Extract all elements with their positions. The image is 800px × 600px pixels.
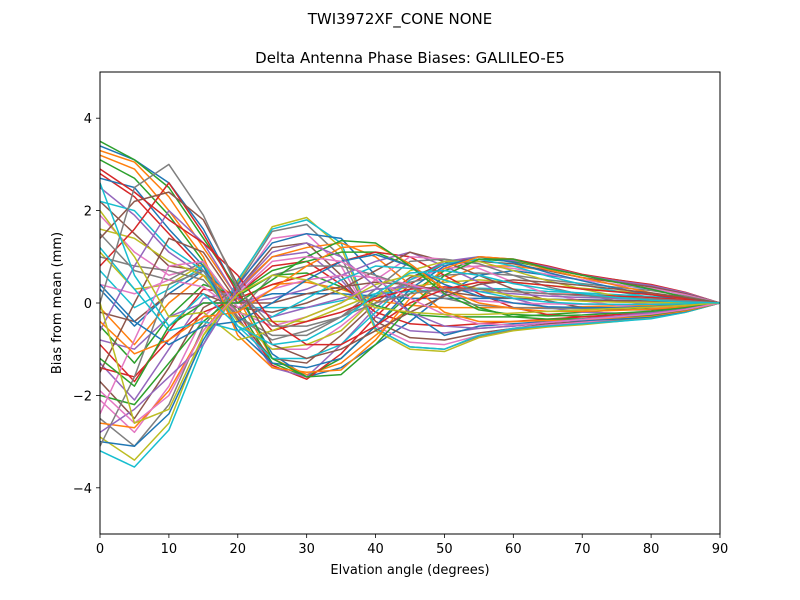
x-tick-label: 50 bbox=[436, 542, 453, 557]
y-tick-label: 2 bbox=[84, 205, 92, 220]
x-tick-label: 40 bbox=[367, 542, 384, 557]
series-lines bbox=[100, 140, 720, 468]
x-tick-label: 90 bbox=[712, 542, 729, 557]
series-line-27 bbox=[100, 256, 720, 327]
series-line-44 bbox=[100, 168, 720, 346]
x-tick-label: 0 bbox=[96, 542, 104, 557]
y-axis-label: Bias from mean (mm) bbox=[50, 232, 65, 374]
y-tick-label: −2 bbox=[73, 389, 92, 404]
y-axis: −4 −2 0 2 4 bbox=[73, 112, 100, 497]
series-line-39 bbox=[100, 210, 720, 341]
series-line-40 bbox=[100, 247, 720, 332]
y-tick-label: 4 bbox=[84, 112, 92, 127]
series-line-14 bbox=[100, 260, 720, 383]
x-axis-label: Elvation angle (degrees) bbox=[330, 563, 489, 578]
series-line-49 bbox=[100, 274, 720, 424]
x-tick-label: 70 bbox=[574, 542, 591, 557]
x-tick-label: 60 bbox=[505, 542, 522, 557]
series-line-43 bbox=[100, 239, 720, 387]
y-tick-label: −4 bbox=[73, 482, 92, 497]
series-line-34 bbox=[100, 182, 720, 332]
chart-title: Delta Antenna Phase Biases: GALILEO-E5 bbox=[255, 49, 565, 67]
x-axis: 0 10 20 30 40 50 60 70 80 90 bbox=[96, 534, 728, 557]
figure-suptitle: TWI3972XF_CONE NONE bbox=[307, 10, 492, 29]
series-line-42 bbox=[100, 244, 720, 355]
series-line-33 bbox=[100, 140, 720, 378]
x-tick-label: 80 bbox=[643, 542, 660, 557]
y-tick-label: 0 bbox=[84, 297, 92, 312]
series-line-50 bbox=[100, 182, 720, 346]
x-tick-label: 20 bbox=[230, 542, 247, 557]
x-tick-label: 30 bbox=[298, 542, 315, 557]
x-tick-label: 10 bbox=[161, 542, 178, 557]
series-line-47 bbox=[100, 256, 720, 424]
